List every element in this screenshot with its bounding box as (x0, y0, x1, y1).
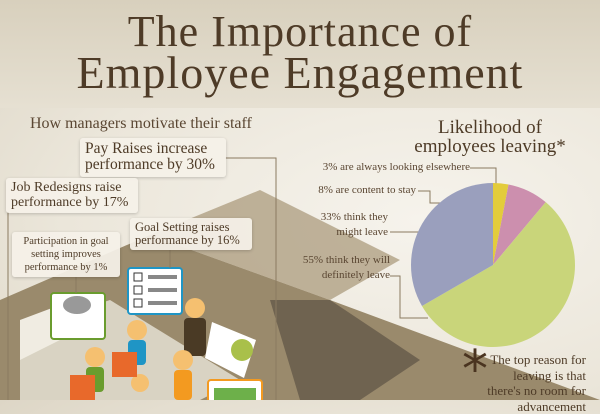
callout-job-redesigns: Job Redesigns raise performance by 17% (6, 178, 138, 214)
callout-text: Participation in goal (23, 236, 109, 247)
board-pie-icon (231, 339, 253, 361)
footnote-line: leaving is that (513, 367, 586, 383)
cubicle (270, 300, 420, 400)
footnote-line: there's no room for (487, 383, 586, 399)
callout-participation: Participation in goal setting improves p… (12, 232, 120, 278)
pie-title-line: Likelihood of (438, 117, 542, 138)
person-body (174, 370, 192, 400)
person-head (173, 350, 193, 370)
callout-goal-setting: Goal Setting raises performance by 16% (130, 218, 252, 251)
pie-slice-3 (493, 183, 509, 265)
pie-slice-55 (421, 202, 576, 348)
label-line: might leave (336, 226, 388, 239)
label-line: definitely leave (321, 269, 390, 282)
presentation-board (205, 322, 256, 378)
title-line-2: Employee Engagement (76, 47, 524, 98)
header-band (0, 0, 600, 108)
title-line-1: The Importance of (127, 7, 473, 56)
label-line: 55% think they will (302, 254, 390, 266)
asterisk-icon: * (462, 340, 488, 400)
pie-chart (411, 182, 576, 348)
presenter-head (185, 298, 205, 318)
pie-title: Likelihood of employees leaving* (360, 118, 600, 156)
person-head (131, 374, 149, 392)
person-head (85, 347, 105, 367)
pie-label-8: 8% are content to stay (318, 184, 416, 196)
pie-slice-8 (493, 184, 546, 265)
person-head (127, 320, 147, 340)
footnote-line: The top reason for (490, 352, 586, 367)
pie-label-33: 33% think they might leave (321, 210, 388, 241)
pie-title-line: employees leaving* (414, 136, 566, 157)
wall (150, 190, 400, 300)
label-line: 33% think they (320, 211, 388, 223)
meeting-illustration (0, 157, 600, 400)
pie-label-3: 3% are always looking elsewhere (322, 161, 470, 173)
callout-text: Job Redesigns raise (11, 180, 122, 195)
callout-text: setting improves (31, 249, 101, 261)
cloud-icon (63, 296, 91, 314)
footnote: The top reason for leaving is that there… (456, 352, 586, 414)
callout-text: performance by 30% (85, 156, 215, 174)
callout-text: Goal Setting raises (135, 220, 230, 234)
footnote-line: advancement (517, 398, 586, 414)
presenter-body (184, 318, 206, 356)
callout-text: Pay Raises increase (85, 140, 208, 157)
callout-text: performance by 17% (11, 194, 129, 210)
chair (70, 375, 95, 400)
chair (112, 352, 137, 377)
pie-label-55: 55% think they will definitely leave (303, 253, 390, 284)
money-icon (214, 388, 256, 400)
pie-slice-33 (411, 182, 493, 306)
callout-pay-raises: Pay Raises increase performance by 30% (80, 138, 226, 177)
callout-text: performance by 16% (135, 233, 240, 248)
checklist-icon (133, 272, 177, 308)
motivation-heading: How managers motivate their staff (30, 115, 252, 132)
callout-text: performance by 1% (24, 262, 108, 274)
